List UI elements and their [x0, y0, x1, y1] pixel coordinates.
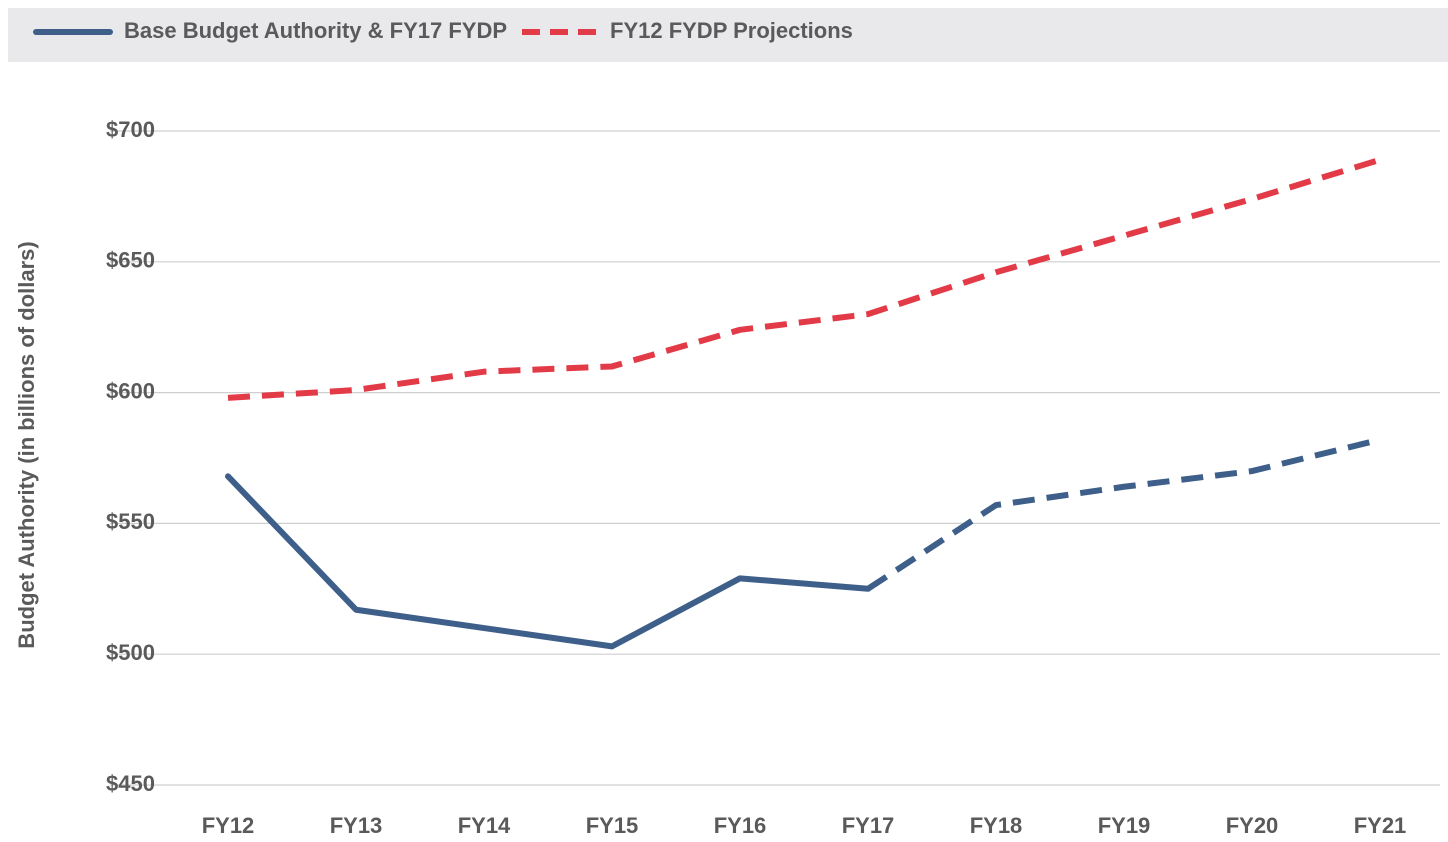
- y-tick-label: $550: [106, 509, 155, 534]
- y-tick-label: $650: [106, 248, 155, 273]
- x-tick-label: FY20: [1226, 813, 1279, 838]
- series-line-dashed: [227, 156, 1381, 401]
- x-tick-label: FY14: [458, 813, 511, 838]
- legend-label: Base Budget Authority & FY17 FYDP: [124, 18, 507, 43]
- y-tick-label: $700: [106, 117, 155, 142]
- y-tick-label: $500: [106, 640, 155, 665]
- series-line-dashed: [866, 436, 1381, 592]
- y-tick-label: $450: [106, 771, 155, 796]
- x-tick-label: FY18: [970, 813, 1023, 838]
- x-tick-label: FY17: [842, 813, 895, 838]
- x-tick-label: FY15: [586, 813, 639, 838]
- x-tick-label: FY19: [1098, 813, 1151, 838]
- series-line: [225, 473, 871, 650]
- x-tick-label: FY21: [1354, 813, 1407, 838]
- legend-label: FY12 FYDP Projections: [610, 18, 853, 43]
- y-axis-label: Budget Authority (in billions of dollars…: [14, 241, 39, 648]
- x-tick-label: FY13: [330, 813, 383, 838]
- legend-background: [8, 8, 1448, 62]
- x-tick-label: FY16: [714, 813, 767, 838]
- x-tick-label: FY12: [202, 813, 255, 838]
- y-tick-label: $600: [106, 378, 155, 403]
